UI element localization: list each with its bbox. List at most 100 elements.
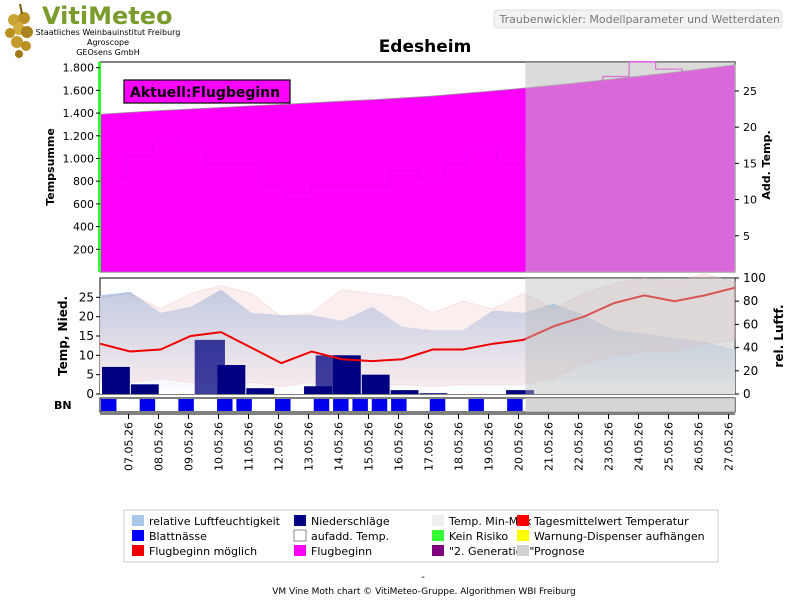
leaf-wetness-mark <box>352 399 368 411</box>
precip-bar <box>102 366 130 394</box>
legend-item: Prognose <box>534 545 585 558</box>
leaf-wetness-mark <box>178 399 194 411</box>
ytick-label: 800 <box>73 175 94 188</box>
y2tick-label: 40 <box>743 341 758 355</box>
forecast-shade-strip <box>525 398 735 412</box>
leaf-wetness-mark <box>275 399 291 411</box>
legend-swatch <box>293 529 307 542</box>
ylabel-bottom: Temp, Nied. <box>56 296 70 376</box>
y2tick-label: 60 <box>743 317 758 331</box>
legend-item: "2. Generation" <box>449 545 534 558</box>
ytick-label: 20 <box>79 310 94 324</box>
leaf-wetness-mark <box>429 399 446 411</box>
temp-minmax-band <box>99 273 736 387</box>
footer-dash: - <box>421 572 425 583</box>
date-tick-label: 16.05.26 <box>393 422 406 471</box>
forecast-shade-top <box>525 62 735 272</box>
precip-bar <box>419 393 448 394</box>
ytick-label: 1.000 <box>63 152 95 165</box>
y2tick-label: 10 <box>743 194 757 207</box>
temperature-sum-panel: 1.800 1.600 1.400 1.200 1.000 800 600 400 200 25 2… <box>44 61 773 273</box>
leaf-wetness-mark <box>333 399 349 411</box>
legend-swatch <box>432 530 444 541</box>
date-tick-label: 11.05.26 <box>243 422 256 471</box>
ylabel-top: Tempsumme <box>44 128 57 206</box>
legend-item: aufadd. Temp. <box>311 530 389 543</box>
y2tick-label: 20 <box>743 121 757 134</box>
forecast-shade-bottom <box>525 278 735 394</box>
ytick-label: 200 <box>73 243 94 256</box>
date-tick-label: 08.05.26 <box>153 422 166 471</box>
legend-item: Flugbeginn <box>311 545 372 558</box>
leaf-wetness-strip: BN <box>54 397 736 413</box>
humidity-area <box>100 289 735 394</box>
date-tick-label: 17.05.26 <box>423 422 436 471</box>
ytick-label: 1.400 <box>63 107 95 120</box>
ytick-label: 15 <box>79 329 94 343</box>
legend-item: Kein Risiko <box>449 530 508 543</box>
logo-line-2: Agroscope <box>87 38 129 47</box>
logo-line-3: GEOsens GmbH <box>76 48 140 57</box>
ytick-label: 1.600 <box>63 84 95 97</box>
y2label-top: Add. Temp. <box>760 130 773 199</box>
ytick-label: 600 <box>73 198 94 211</box>
legend-swatch <box>517 530 529 541</box>
mean-temp-line <box>99 286 736 365</box>
legend-item: Warnung-Dispenser aufhängen <box>534 530 705 543</box>
precip-bar <box>506 390 534 394</box>
y2tick-label: 100 <box>743 271 766 285</box>
legend-item: Flugbeginn möglich <box>149 545 257 558</box>
legend-swatch <box>294 515 306 526</box>
subtitle-box <box>493 9 783 29</box>
ytick-label: 25 <box>79 290 94 304</box>
date-tick-label: 18.05.26 <box>453 422 466 471</box>
logo-line-1: Staatliches Weinbauinstitut Freiburg <box>36 28 181 37</box>
chart-title: Edesheim <box>379 37 472 57</box>
ytick-label: 400 <box>73 221 94 234</box>
legend-swatch <box>432 545 444 556</box>
risk-indicator-bar <box>98 62 101 272</box>
date-tick-label: 20.05.26 <box>513 422 526 471</box>
date-tick-label: 15.05.26 <box>363 422 376 471</box>
footer-credit: VM Vine Moth chart © VitiMeteo-Gruppe. A… <box>272 587 576 597</box>
y2label-bottom: rel. Luftf. <box>772 304 786 367</box>
precip-bar <box>332 355 361 394</box>
legend-swatch <box>132 515 144 526</box>
leaf-wetness-mark <box>236 399 252 411</box>
y2tick-label: 20 <box>743 364 758 378</box>
y2tick-label: 15 <box>743 157 757 170</box>
date-tick-label: 10.05.26 <box>213 422 226 471</box>
legend-item: relative Luftfeuchtigkeit <box>149 515 281 528</box>
precip-bar <box>246 388 275 394</box>
y2tick-label: 0 <box>743 387 751 401</box>
leaf-wetness-mark <box>391 399 407 411</box>
leaf-wetness-mark <box>313 399 330 411</box>
precip-bar <box>130 384 159 394</box>
y2tick-label: 80 <box>743 294 758 308</box>
legend-swatch <box>294 545 306 556</box>
status-annotation-box <box>123 79 291 104</box>
leaf-wetness-mark <box>139 399 156 411</box>
leaf-wetness-mark <box>507 399 523 411</box>
legend-item: Tagesmittelwert Temperatur <box>533 515 689 528</box>
precip-bar <box>304 386 332 394</box>
y2tick-label: 25 <box>743 85 757 98</box>
precip-bar <box>217 365 246 394</box>
leaf-wetness-mark <box>371 399 388 411</box>
date-tick-label: 09.05.26 <box>183 422 196 471</box>
leaf-wetness-mark <box>468 399 484 411</box>
ytick-label: 5 <box>86 368 94 382</box>
date-tick-label: 21.05.26 <box>543 422 556 471</box>
ytick-label: 10 <box>79 348 94 362</box>
date-tick-label: 13.05.26 <box>303 422 316 471</box>
legend-swatch <box>517 545 529 556</box>
date-tick-label: 25.05.26 <box>663 422 676 471</box>
legend-swatch <box>517 515 529 526</box>
date-axis: 07.05.26 08.05.26 09.05.26 10.05.26 11.05.26… <box>100 413 736 471</box>
date-tick-label: 26.05.26 <box>693 422 706 471</box>
precip-bar <box>361 374 390 394</box>
legend-swatch <box>132 545 144 556</box>
date-tick-label: 22.05.26 <box>573 422 586 471</box>
legend-item: Niederschläge <box>311 515 390 528</box>
